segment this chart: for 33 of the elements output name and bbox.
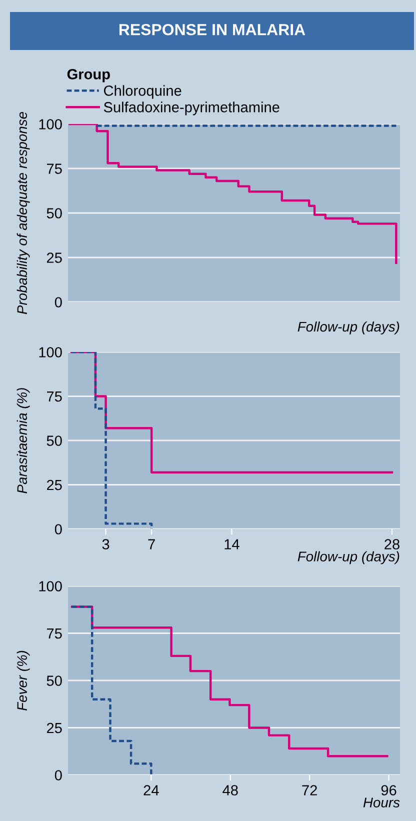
x-axis-title: Follow-up (days) xyxy=(298,551,400,564)
y-tick-label: 75 xyxy=(46,392,62,402)
x-tick-label: 48 xyxy=(222,785,238,796)
y-tick-label: 0 xyxy=(54,770,62,780)
y-tick-label: 50 xyxy=(46,676,62,686)
y-tick-label: 100 xyxy=(39,581,62,592)
y-axis-title: Fever (%) xyxy=(16,650,30,711)
chart-title: RESPONSE IN MALARIA xyxy=(119,24,306,36)
y-tick-label: 100 xyxy=(39,347,62,358)
y-tick-label: 0 xyxy=(54,524,62,534)
x-tick-label: 24 xyxy=(144,785,159,796)
y-tick-label: 75 xyxy=(46,164,62,174)
y-tick-label: 50 xyxy=(46,208,62,218)
y-tick-label: 0 xyxy=(54,297,62,308)
x-axis-title: Follow-up (days) xyxy=(298,321,400,334)
x-tick-label: 28 xyxy=(384,539,400,550)
y-axis-title: Probability of adequate response xyxy=(16,112,30,314)
x-tick-label: 7 xyxy=(148,539,155,550)
y-tick-label: 25 xyxy=(46,252,62,263)
legend-title: Group xyxy=(67,69,110,82)
y-axis-title: Parasitaemia (%) xyxy=(16,388,30,494)
legend-label: Sulfadoxine-pyrimethamine xyxy=(104,102,280,116)
y-tick-label: 25 xyxy=(46,722,62,734)
x-axis-title: Hours xyxy=(363,798,400,808)
x-tick-label: 72 xyxy=(302,785,317,796)
y-tick-label: 100 xyxy=(39,119,62,130)
y-tick-label: 25 xyxy=(46,480,62,490)
y-tick-label: 50 xyxy=(46,436,62,446)
y-tick-label: 75 xyxy=(46,628,62,639)
x-tick-label: 3 xyxy=(102,539,110,550)
x-tick-label: 96 xyxy=(381,785,396,796)
legend-label: Chloroquine xyxy=(104,85,182,99)
x-tick-label: 14 xyxy=(224,539,240,550)
